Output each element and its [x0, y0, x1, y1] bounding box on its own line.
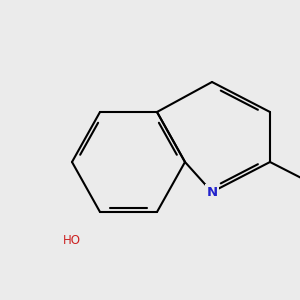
Text: N: N	[206, 185, 218, 199]
Text: HO: HO	[63, 233, 81, 247]
